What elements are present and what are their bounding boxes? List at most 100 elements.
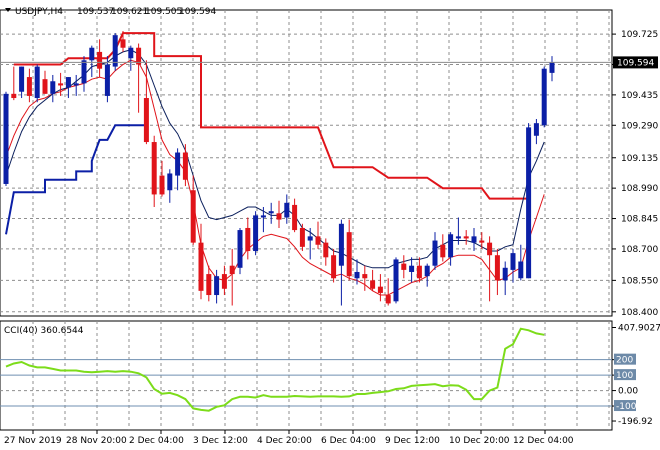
candle [136,43,142,113]
candle [315,221,321,249]
low-value: 109.505 [145,7,182,17]
candle [206,265,212,302]
candle [128,45,134,71]
candle [276,200,282,228]
candle-body [89,47,95,61]
candle-body [143,98,149,143]
candle [502,261,508,296]
candle-body [541,68,547,126]
cci-tick-label: 0.00 [618,387,638,397]
candle-body [510,253,516,270]
candle-body [167,173,173,191]
candle [73,74,79,96]
candle-body [128,47,134,59]
candle-body [502,267,508,281]
open-value: 109.537 [77,7,114,17]
cci-tick-label: -196.92 [618,417,653,427]
candle-body [112,35,118,67]
candle [401,255,407,279]
candle [409,257,415,283]
cci-grid [0,321,612,430]
cci-tick-label: 100 [616,371,633,381]
candle-body [253,215,259,252]
candle [229,248,235,306]
price-axis: 109.725109.580109.435109.290109.135108.9… [612,30,658,318]
candle [167,169,173,203]
price-tick-label: 109.290 [621,121,658,131]
cci-line [5,327,545,412]
candle [526,123,532,279]
time-tick-label: 12 Dec 04:00 [513,436,574,446]
candle-body [346,232,352,277]
candle [260,207,266,233]
candle [112,33,118,71]
candle [3,91,9,187]
price-tick-label: 109.725 [621,30,658,40]
candle [58,72,64,96]
candle-body [42,79,48,94]
candle [393,257,399,304]
lower-channel-line [5,124,147,235]
candle-body [292,204,298,231]
candle [377,274,383,302]
candle-body [526,127,532,279]
price-tick-label: 108.550 [621,276,658,286]
candle [533,118,539,145]
time-tick-label: 9 Dec 12:00 [385,436,440,446]
candle-body [229,265,235,275]
candle [518,244,524,281]
candle [89,45,95,78]
candle [471,227,477,252]
close-value: 109.594 [179,7,216,17]
candle-body [206,274,212,296]
candle-body [377,286,383,293]
candle [42,70,48,94]
candle [440,234,446,262]
main-grid [0,10,612,316]
candle [237,227,243,275]
candle [190,175,196,245]
candle [362,265,368,291]
candle-body [58,83,64,86]
candle-body [432,240,438,266]
candle-body [175,152,181,176]
candle [463,230,469,245]
candle [11,66,17,101]
candle-body [448,234,454,258]
candle [34,64,40,103]
time-tick-label: 28 Nov 20:00 [66,436,127,446]
candle [245,217,251,260]
candle [323,238,329,266]
cci-lines [5,327,545,412]
candle [253,211,259,256]
symbol-label: USDJPY,H4 [15,7,63,17]
candle-body [299,227,305,247]
candle [416,257,422,283]
candle [198,223,204,300]
candle-body [354,271,360,279]
candle-body [284,202,290,218]
candle-body [533,123,539,136]
collapse-triangle-icon[interactable] [5,8,11,12]
candle-body [73,83,79,86]
candle-body [3,93,9,184]
candle-body [455,236,461,239]
candle-body [549,62,555,73]
candle [65,77,71,99]
cci-tick-label: -100 [616,402,637,412]
price-tick-label: 108.990 [621,184,658,194]
candles [3,30,555,306]
candle-body [198,242,204,291]
chart-header: USDJPY,H4 109.537 109.621 109.505 109.59… [5,7,216,17]
candle-body [393,259,399,302]
time-tick-label: 4 Dec 20:00 [257,436,312,446]
candle [354,259,360,285]
candle-body [494,255,500,281]
candle-body [409,265,415,272]
price-tick-label: 109.135 [621,154,658,164]
cci-level-tag [614,369,636,381]
candle-body [331,255,337,279]
candle-body [487,242,493,256]
candle-body [97,51,103,69]
